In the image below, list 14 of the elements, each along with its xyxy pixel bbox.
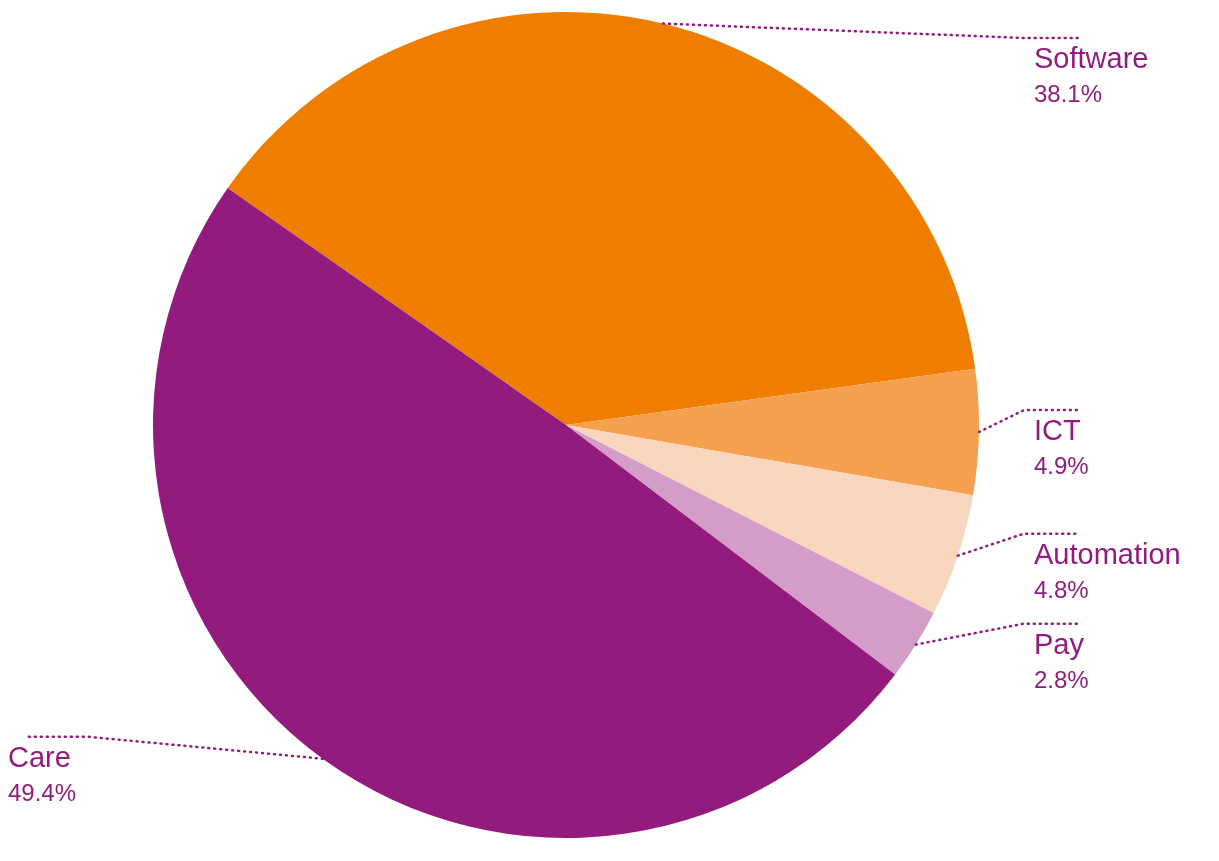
pie-slice — [566, 425, 934, 675]
pie-slice — [566, 425, 973, 614]
slice-label: ICT — [1034, 414, 1081, 447]
data-label: 2.8% — [1034, 665, 1089, 693]
pie-slice — [227, 12, 976, 425]
slice-label: Automation — [1034, 537, 1181, 570]
slice-label: Pay — [1034, 627, 1085, 660]
data-label: 49.4% — [8, 778, 77, 806]
slice-label: Care — [8, 740, 71, 773]
data-label: 38.1% — [1034, 80, 1103, 107]
pie-slice — [566, 368, 979, 496]
slice-label: Software — [1034, 42, 1149, 74]
data-label: 4.8% — [1034, 575, 1089, 603]
data-label: 4.9% — [1034, 452, 1089, 480]
